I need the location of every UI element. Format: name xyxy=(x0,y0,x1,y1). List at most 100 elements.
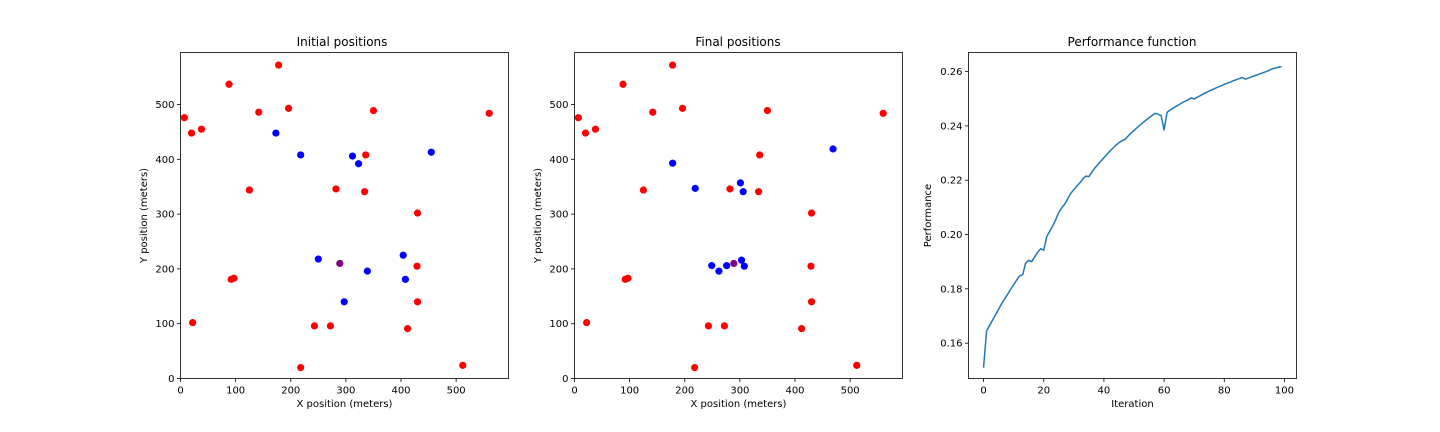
scatter-point xyxy=(756,151,764,159)
scatter-point xyxy=(879,109,887,117)
scatter-point xyxy=(369,106,378,115)
plot-marks xyxy=(180,61,493,372)
scatter-point xyxy=(591,125,600,133)
scatter-point xyxy=(284,104,293,112)
final-positions-plot: Final positions 0 100 200 300 400 500 0 100 200… xyxy=(533,35,903,410)
scatter-point xyxy=(427,148,435,156)
plot-marks xyxy=(982,65,1282,368)
y-tick-label: 500 xyxy=(155,100,174,111)
y-axis-label: Performance xyxy=(923,184,934,247)
x-axis-label: X position (meters) xyxy=(297,399,393,410)
scatter-point xyxy=(314,255,322,263)
scatter-point xyxy=(485,109,493,117)
scatter-point xyxy=(755,188,763,196)
scatter-point xyxy=(399,251,407,259)
scatter-point xyxy=(829,145,837,153)
scatter-point xyxy=(619,80,627,88)
y-tick-label: 0.20 xyxy=(940,230,962,241)
scatter-point xyxy=(739,188,747,196)
x-axis-label: X position (meters) xyxy=(691,399,787,410)
scatter-point xyxy=(297,363,305,372)
x-tick-label: 0 xyxy=(980,386,986,397)
x-axis-label: Iteration xyxy=(1111,399,1153,410)
y-ticks: 0 100 200 300 400 500 xyxy=(155,100,181,385)
x-tick-label: 300 xyxy=(336,386,355,397)
scatter-point xyxy=(691,184,699,192)
scatter-point xyxy=(763,106,772,115)
x-tick-label: 200 xyxy=(675,386,694,397)
scatter-point xyxy=(807,262,815,270)
y-ticks: 0.16 0.18 0.20 0.22 0.24 0.26 xyxy=(940,67,969,350)
scatter-point xyxy=(310,322,319,330)
scatter-point xyxy=(737,256,746,264)
scatter-point xyxy=(649,108,657,116)
x-ticks: 0 20 40 60 80 100 xyxy=(980,378,1294,397)
y-tick-label: 0 xyxy=(562,374,568,385)
y-tick-label: 400 xyxy=(155,155,174,166)
x-tick-label: 0 xyxy=(177,386,183,397)
scatter-point xyxy=(730,259,738,268)
scatter-point xyxy=(639,186,648,194)
scatter-point xyxy=(225,80,233,88)
scatter-point xyxy=(230,274,238,282)
scatter-point xyxy=(708,262,716,270)
scatter-point xyxy=(363,267,371,275)
scatter-point xyxy=(740,262,748,270)
scatter-point xyxy=(297,151,305,159)
x-tick-label: 0 xyxy=(571,386,577,397)
y-tick-label: 500 xyxy=(549,100,568,111)
y-tick-label: 0.18 xyxy=(940,284,962,295)
x-tick-label: 100 xyxy=(1275,386,1294,397)
scatter-point xyxy=(340,298,348,306)
scatter-point xyxy=(413,209,422,217)
scatter-point xyxy=(187,129,196,137)
scatter-point xyxy=(807,298,816,306)
y-axis-label: Y position (meters) xyxy=(139,168,150,264)
plot-title: Initial positions xyxy=(297,35,388,49)
y-axis-label: Y position (meters) xyxy=(533,168,544,264)
scatter-point xyxy=(413,262,421,270)
performance-function-plot: Performance function 0 20 40 60 80 100 0.160.… xyxy=(923,35,1297,410)
plot-frame xyxy=(968,52,1297,379)
x-tick-label: 200 xyxy=(281,386,300,397)
scatter-point xyxy=(362,151,370,159)
scatter-point xyxy=(275,61,283,69)
y-tick-label: 0.16 xyxy=(940,339,962,350)
x-tick-label: 100 xyxy=(226,386,245,397)
initial-positions-plot: Initial positions 0 100 200 300 400 500 0 100 2… xyxy=(139,35,509,410)
scatter-point xyxy=(404,325,412,333)
scatter-point xyxy=(255,108,263,116)
scatter-point xyxy=(726,185,734,193)
y-tick-label: 200 xyxy=(549,264,568,275)
scatter-point xyxy=(459,361,467,369)
scatter-point xyxy=(669,159,677,167)
y-tick-label: 100 xyxy=(155,319,174,330)
scatter-point xyxy=(669,61,677,69)
x-tick-label: 300 xyxy=(730,386,749,397)
plot-marks xyxy=(574,61,887,372)
x-tick-label: 20 xyxy=(1037,386,1050,397)
scatter-point xyxy=(583,319,591,327)
x-tick-label: 60 xyxy=(1158,386,1171,397)
x-tick-label: 100 xyxy=(620,386,639,397)
y-tick-label: 300 xyxy=(155,210,174,221)
scatter-point xyxy=(624,274,632,282)
y-tick-label: 100 xyxy=(549,319,568,330)
y-ticks: 0 100 200 300 400 500 xyxy=(549,100,575,385)
scatter-point xyxy=(245,186,254,194)
scatter-point xyxy=(807,209,816,217)
scatter-point xyxy=(720,322,729,330)
scatter-point xyxy=(354,160,363,168)
x-tick-label: 500 xyxy=(841,386,860,397)
scatter-point xyxy=(581,129,590,137)
x-tick-label: 80 xyxy=(1218,386,1231,397)
series-line xyxy=(982,65,1282,368)
scatter-point xyxy=(574,114,582,122)
scatter-point xyxy=(401,275,410,283)
scatter-point xyxy=(798,325,806,333)
x-tick-label: 400 xyxy=(785,386,804,397)
scatter-point xyxy=(197,125,206,133)
y-tick-label: 400 xyxy=(549,155,568,166)
y-tick-label: 0.22 xyxy=(940,176,962,187)
x-ticks: 0 100 200 300 400 500 xyxy=(571,378,860,397)
